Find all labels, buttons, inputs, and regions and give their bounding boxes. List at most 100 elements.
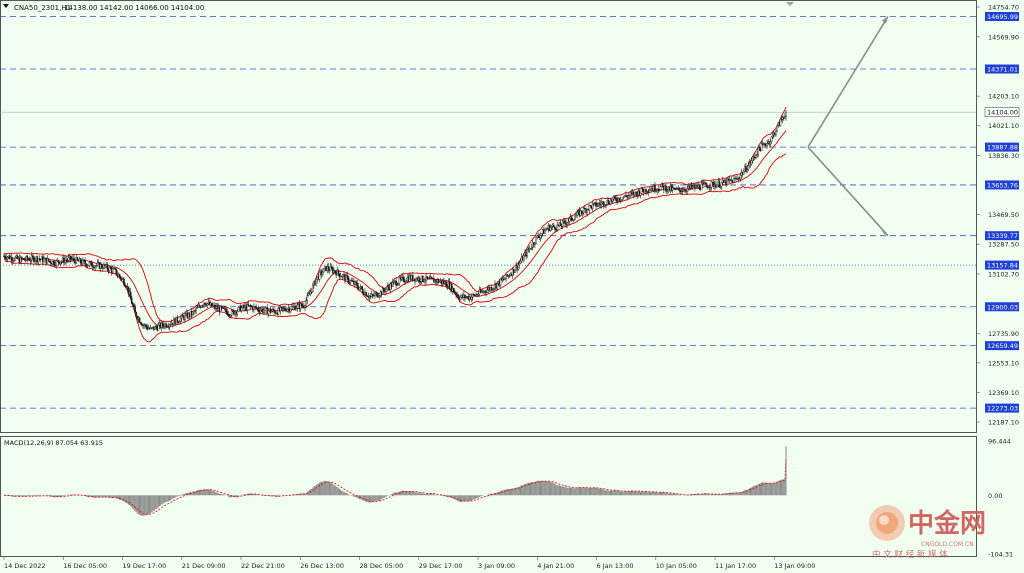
candle-body [246, 304, 249, 311]
candle-body [757, 146, 760, 156]
candle-body [279, 306, 282, 312]
level-label-bg [985, 403, 1019, 413]
candle-body [534, 243, 536, 245]
candle-body [666, 190, 668, 192]
candle-body [673, 187, 675, 189]
price-tick-label: 12735.90 [988, 330, 1019, 338]
candle-body [347, 276, 350, 283]
candle-body [59, 262, 62, 265]
candle-body [684, 189, 686, 191]
candle-body [73, 257, 75, 261]
candle-body [738, 178, 741, 180]
candle-body [123, 279, 125, 285]
candle-body [67, 257, 70, 261]
candle-body [387, 286, 390, 288]
candle-body [531, 242, 534, 248]
candle-body [430, 276, 433, 279]
time-tick-label: 26 Dec 13:00 [300, 562, 344, 570]
candle-body [267, 310, 270, 314]
candle-body [678, 187, 681, 190]
candle-body [607, 200, 610, 204]
candle-body [559, 222, 562, 226]
watermark: 中金网 CNGOLD.COM.CN 中 文 财 经 新 媒 体 [869, 505, 986, 560]
candle-body [95, 265, 97, 267]
candle-body [358, 287, 361, 290]
price-tick-label: 13836.30 [988, 152, 1019, 160]
band-upper [3, 107, 787, 322]
candle-body [226, 311, 229, 315]
candle-body [586, 209, 588, 213]
collapse-triangle-icon[interactable] [3, 4, 9, 8]
candle-body [570, 216, 573, 221]
candle-body [629, 192, 632, 196]
candle-body [84, 260, 86, 265]
candle-body [564, 220, 566, 224]
candle-body [19, 257, 22, 263]
candle-body [383, 288, 385, 291]
candle-body [112, 268, 114, 273]
candle-body [198, 305, 201, 307]
time-tick-label: 19 Dec 17:00 [123, 562, 167, 570]
candle-body [64, 259, 66, 264]
candle-body [202, 305, 204, 307]
candle-body [764, 143, 766, 146]
candle-body [154, 326, 156, 330]
candle-body [327, 266, 330, 270]
candle-body [179, 317, 182, 322]
candle-body [165, 323, 167, 328]
candle-body [140, 323, 143, 326]
candle-body [33, 256, 35, 262]
projection-up-arrowhead [882, 16, 888, 24]
candle-body [289, 309, 292, 312]
candle-body [88, 262, 91, 266]
level-label: 14371.01 [987, 66, 1018, 74]
price-tick-label: 12553.10 [988, 359, 1019, 367]
candle-body [377, 296, 380, 298]
candle-body [210, 302, 213, 307]
candle-body [20, 257, 23, 260]
candle-body [315, 279, 317, 286]
candle-body [766, 143, 768, 147]
candle-body [236, 310, 239, 315]
candle-body [698, 184, 701, 189]
candle-body [184, 314, 186, 320]
candle-body [535, 236, 537, 244]
candle-body [756, 154, 758, 156]
candle-body [611, 198, 614, 202]
candle-body [145, 324, 147, 328]
candle-body [127, 286, 130, 294]
current-price-bg [984, 107, 1020, 117]
candle-body [499, 278, 502, 286]
candle-body [659, 186, 662, 191]
header-ohlc: 14138.00 14142.00 14066.00 14104.00 [64, 4, 204, 12]
candle-body [39, 258, 42, 261]
candle-body [426, 276, 429, 279]
candle-body [785, 111, 787, 118]
candle-body [745, 166, 747, 172]
candle-body [257, 308, 260, 311]
candle-body [770, 136, 773, 142]
candle-body [709, 186, 712, 189]
candle-body [90, 261, 93, 267]
candle-body [539, 235, 542, 238]
time-tick-label: 21 Dec 09:00 [182, 562, 226, 570]
candle-body [134, 306, 136, 313]
candle-body [32, 255, 34, 258]
level-label: 13339.77 [987, 232, 1018, 240]
candle-body [491, 288, 494, 291]
candle-body [47, 258, 50, 262]
candle-body [308, 293, 311, 295]
candle-body [782, 117, 785, 119]
watermark-tagline: 中 文 财 经 新 媒 体 [872, 549, 948, 560]
candle-body [100, 264, 103, 268]
time-tick-label: 6 Jan 13:00 [597, 562, 634, 570]
candle-body [365, 292, 367, 297]
candle-body [618, 197, 621, 201]
candle-body [758, 146, 761, 149]
candle-body [769, 141, 772, 145]
candle-body [504, 278, 506, 280]
candle-body [109, 267, 112, 269]
candle-body [263, 310, 265, 313]
candle-body [122, 278, 124, 280]
projection-up-line [807, 16, 889, 148]
